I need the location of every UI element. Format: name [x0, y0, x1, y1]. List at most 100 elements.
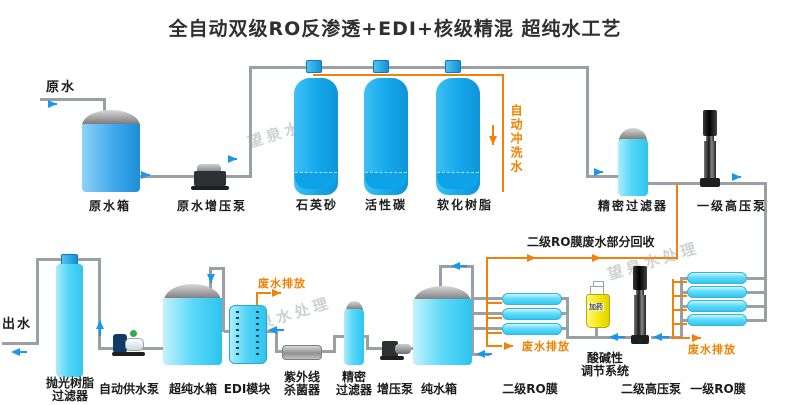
softening-resin-label: 软化树脂 — [436, 198, 493, 212]
pipe — [439, 265, 442, 290]
waste-discharge-label: 废水排放 — [688, 343, 736, 356]
booster-pump-label: 增压泵 — [376, 382, 413, 396]
uv-label: 紫外线 杀菌器 — [280, 371, 324, 397]
precision-filter-label: 精密过滤器 — [598, 199, 669, 213]
ultrapure-tank-dome — [164, 284, 221, 301]
flow-arrow-right-icon — [228, 155, 237, 163]
supply-pump-knob — [130, 330, 137, 337]
uv-label-line2: 杀菌器 — [283, 383, 320, 397]
ro1-membrane — [687, 314, 747, 326]
flow-arrow-up-icon — [96, 320, 104, 336]
flush-arrow-down-icon — [489, 125, 497, 145]
ro2-concentrate-line — [488, 332, 502, 334]
pipe — [222, 267, 225, 332]
pipe — [361, 335, 369, 338]
carbon-filter-band — [365, 172, 407, 189]
pure-tank-dome — [414, 286, 471, 302]
hp-pump1-motor — [703, 110, 717, 136]
recovery-arrow-icon — [527, 254, 536, 262]
polish-resin-column — [56, 264, 83, 377]
raw-booster-pump — [194, 171, 226, 186]
recovery-arrow-icon — [592, 254, 601, 262]
auto-flush-label: 自动冲洗水 — [509, 104, 523, 174]
waste-discharge-label: 废水排放 — [522, 340, 570, 353]
pipe — [716, 182, 767, 185]
booster-pump — [382, 341, 398, 357]
hp-pump1-base — [700, 178, 720, 187]
raw-booster-pump-base — [191, 186, 229, 190]
ro1-label: 一级RO膜 — [690, 382, 746, 396]
flow-arrow-left-icon — [476, 350, 492, 358]
ro1-discharge-line — [672, 337, 690, 339]
diagram-title: 全自动双级RO反渗透+EDI+核级精混 超纯水工艺 — [168, 18, 622, 40]
pipe — [141, 347, 165, 350]
ro2-label: 二级RO膜 — [502, 382, 558, 396]
booster-pump-base — [380, 356, 404, 360]
ultrapure-tank-label: 超纯水箱 — [168, 382, 217, 396]
flow-arrow-left-icon — [11, 348, 27, 356]
pipe — [2, 342, 39, 345]
raw-water-label: 原水 — [46, 80, 77, 95]
flush-line — [313, 74, 504, 76]
recovery-line — [487, 257, 678, 259]
pipe — [569, 336, 631, 339]
flush-line — [502, 74, 504, 192]
quartz-filter-band — [295, 172, 337, 189]
pipe — [586, 66, 589, 178]
flow-arrow-right-icon — [594, 168, 603, 176]
ph-label-line2: 调节系统 — [580, 364, 629, 378]
pure-tank — [413, 299, 472, 365]
pipe — [595, 328, 598, 338]
raw-booster-pump-motor — [197, 164, 221, 174]
raw-booster-pump-label: 原水增压泵 — [176, 199, 247, 213]
supply-pump-label: 自动供水泵 — [98, 382, 159, 396]
edi-waste-line — [256, 292, 271, 294]
quartz-filter-valve — [306, 60, 322, 73]
pipe — [474, 312, 502, 315]
pipe — [471, 265, 474, 356]
pipe — [648, 182, 704, 185]
pipe — [275, 350, 284, 353]
pipe — [333, 335, 345, 338]
ro1-concentrate-line — [672, 279, 674, 339]
dosing-bottle — [586, 294, 610, 328]
pipe — [683, 305, 688, 308]
pipe — [224, 330, 230, 333]
precision-filter-dome — [619, 128, 647, 141]
pf2-label-line2: 过滤器 — [335, 383, 372, 397]
polish-label-line2: 过滤器 — [51, 389, 88, 403]
pipe — [211, 267, 224, 270]
pipe — [40, 98, 106, 101]
pipe — [680, 277, 683, 339]
edi-dots — [256, 311, 259, 357]
raw-water-tank — [82, 124, 140, 192]
quartz-sand-label: 石英砂 — [295, 198, 338, 212]
pf2-label-line1: 精密 — [341, 370, 366, 384]
precision-filter2-label: 精密 过滤器 — [332, 371, 376, 397]
hp-pump2-column — [634, 295, 646, 335]
pipe — [566, 297, 569, 339]
pipe — [747, 319, 766, 322]
flow-arrow-right-icon — [732, 173, 741, 181]
outlet-label: 出水 — [2, 317, 33, 332]
ro1-concentrate-line — [674, 295, 687, 297]
dosing-bottle-label: 加药 — [588, 303, 604, 311]
precision-filter2 — [344, 309, 364, 365]
pipe — [222, 175, 252, 178]
hp-pump2-label: 二级高压泵 — [620, 382, 681, 396]
softener-band — [437, 172, 479, 189]
ultrapure-tank — [163, 298, 222, 365]
uv-label-line1: 紫外线 — [283, 370, 320, 384]
ro1-concentrate-line — [674, 281, 687, 283]
pipe — [249, 66, 589, 69]
softener-valve — [445, 60, 461, 73]
pipe — [474, 297, 502, 300]
uv-sterilizer — [282, 345, 322, 360]
hp-pump1-column — [704, 141, 716, 179]
ro2-concentrate-line — [488, 302, 502, 304]
discharge-arrow-icon — [504, 342, 513, 350]
pipe — [98, 347, 114, 350]
ph-adjust-label: 酸碱性 调节系统 — [570, 352, 640, 378]
activated-carbon-label: 活性碳 — [364, 198, 407, 212]
